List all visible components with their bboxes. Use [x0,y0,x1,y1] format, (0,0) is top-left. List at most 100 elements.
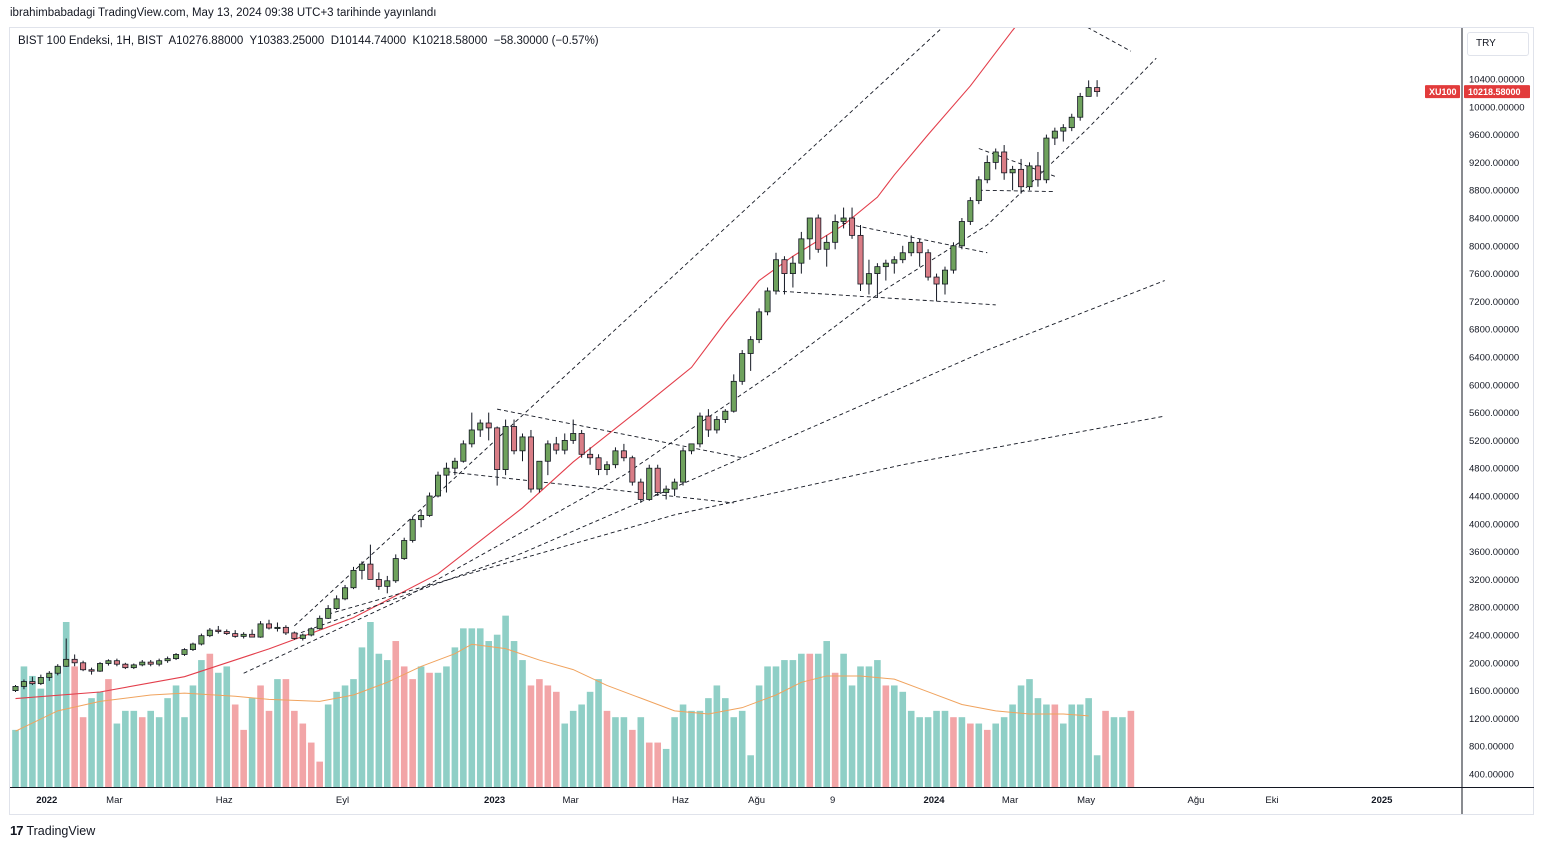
candle-body [249,633,256,638]
volume-bar [620,717,628,787]
volume-bar [367,622,374,787]
volume-bar [460,628,467,787]
volume-bar [798,653,805,787]
volume-bar [569,710,577,787]
volume-bar [637,717,645,787]
volume-bar [138,717,146,787]
candle-body [282,626,289,634]
volume-bar [1051,704,1059,787]
price-tick-label: 4400.00000 [1469,492,1519,503]
candle-body [688,443,695,452]
volume-bar [645,742,653,787]
volume-bar [764,666,771,787]
candle-body [553,443,560,451]
candle-body [494,427,501,470]
candle-body [646,467,653,500]
volume-bar [181,717,188,787]
volume-bar [553,691,560,787]
volume-bar [544,685,552,787]
price-tick-label: 7200.00000 [1469,297,1519,308]
volume-bar [1110,717,1118,787]
volume-bar [1093,755,1101,787]
volume-bar [958,717,966,787]
volume-bar [789,660,797,787]
candle-body [519,436,526,452]
volume-bar [198,660,205,787]
legend-close-label: K [412,35,421,47]
candle-body [485,422,492,429]
candle-body [773,259,780,292]
volume-bar [358,647,366,787]
candle-body [705,415,712,431]
volume-bar [950,717,957,787]
volume-bar [899,691,907,787]
candle-body [663,488,670,493]
volume-bar [316,761,323,787]
volume-bar [1076,704,1084,787]
candle-body [680,450,687,483]
candle-body [54,665,61,674]
price-tick-label: 800.00000 [1469,742,1514,753]
volume-bar [772,666,780,787]
wedge-lower-line [775,290,996,306]
candle-body [620,450,627,459]
volume-bar [1060,723,1067,787]
time-tick-label: Ağu [748,795,765,806]
price-tick-label: 9200.00000 [1469,158,1519,169]
candle-body [950,245,957,271]
volume-bar [400,666,408,787]
last-price-tag [1464,85,1530,99]
volume-bar [705,698,712,787]
candle-body [756,311,763,341]
volume-bar [341,685,349,787]
candle-body [105,660,112,664]
time-tick-label: 9 [830,795,835,806]
volume-bar [671,717,678,787]
volume-bar [231,704,239,787]
price-tick-label: 1200.00000 [1469,714,1519,725]
candle-body [1094,87,1101,93]
volume-bar [155,717,163,787]
volume-sma-line [15,643,1089,732]
candle-body [958,221,965,247]
candle-body [806,217,813,240]
candle-body [358,563,365,571]
volume-bar [662,748,670,787]
legend-symbol: BIST 100 Endeksi, 1H, BIST [18,35,163,47]
volume-bar [578,704,585,787]
candle-body [265,623,272,629]
price-tick-label: 8800.00000 [1469,186,1519,197]
candle-body [696,415,703,445]
volume-bar [722,698,729,787]
volume-bar [603,710,611,787]
candle-body [722,410,729,420]
legend-low-label: D [330,35,339,47]
tradingview-logo[interactable]: 17 TradingView [10,823,95,838]
volume-bar [916,717,923,787]
candle-body [12,686,19,691]
candle-body [671,481,678,490]
candle-body [747,339,754,354]
volume-bar [291,710,298,787]
candle-body [181,649,188,655]
candle-body [561,439,568,451]
volume-bar [510,641,518,787]
wedge-lower-line [446,471,734,504]
last-price-label: 10218.58000 [1468,87,1521,97]
candle-body [865,273,872,285]
candle-body [1068,116,1075,129]
volume-bar [46,675,53,787]
candle-body [882,262,889,268]
price-tick-label: 1600.00000 [1469,686,1519,697]
candle-body [975,179,982,202]
legend-close: 10218.58000 [420,35,488,47]
volume-bar [1000,717,1008,787]
volume-bar [713,685,721,787]
currency-selector[interactable]: TRY [1467,32,1529,56]
candle-body [1043,137,1050,181]
candle-body [899,252,906,261]
candle-body [257,623,264,638]
candle-body [1026,165,1033,188]
volume-bar [468,628,476,787]
